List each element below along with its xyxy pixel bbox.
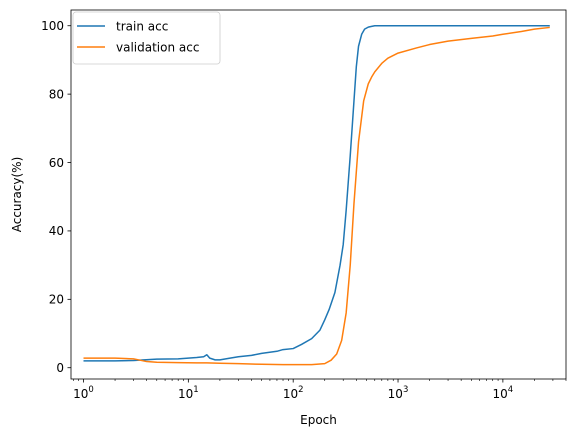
- legend-box: [72, 11, 221, 65]
- y-tick-label: 0: [56, 361, 64, 375]
- x-tick-label: 102: [283, 385, 304, 401]
- y-axis-label: Accuracy(%): [10, 157, 24, 233]
- x-tick-label: 101: [178, 385, 199, 401]
- x-tick-label: 100: [73, 385, 94, 401]
- series-layer: [83, 24, 550, 366]
- legend-label-train-acc: train acc: [116, 20, 168, 34]
- ticks-layer: 0 20 40 60 80 100 100 101 102 103 104: [41, 19, 567, 401]
- y-tick-label: 100: [41, 19, 64, 33]
- y-tick-label: 20: [49, 293, 64, 307]
- legend: train acc validation acc: [72, 11, 221, 65]
- y-tick-label: 60: [49, 156, 64, 170]
- plot-area: [71, 10, 566, 379]
- series-line-train-acc: [83, 24, 550, 362]
- x-axis-label: Epoch: [300, 413, 337, 427]
- x-tick-label: 103: [388, 385, 409, 401]
- y-tick-label: 40: [49, 224, 64, 238]
- x-tick-label: 104: [493, 385, 514, 401]
- series-line-validation-acc: [83, 26, 550, 366]
- y-tick-label: 80: [49, 87, 64, 101]
- plot-frame: [70, 9, 567, 380]
- legend-label-validation-acc: validation acc: [116, 41, 199, 55]
